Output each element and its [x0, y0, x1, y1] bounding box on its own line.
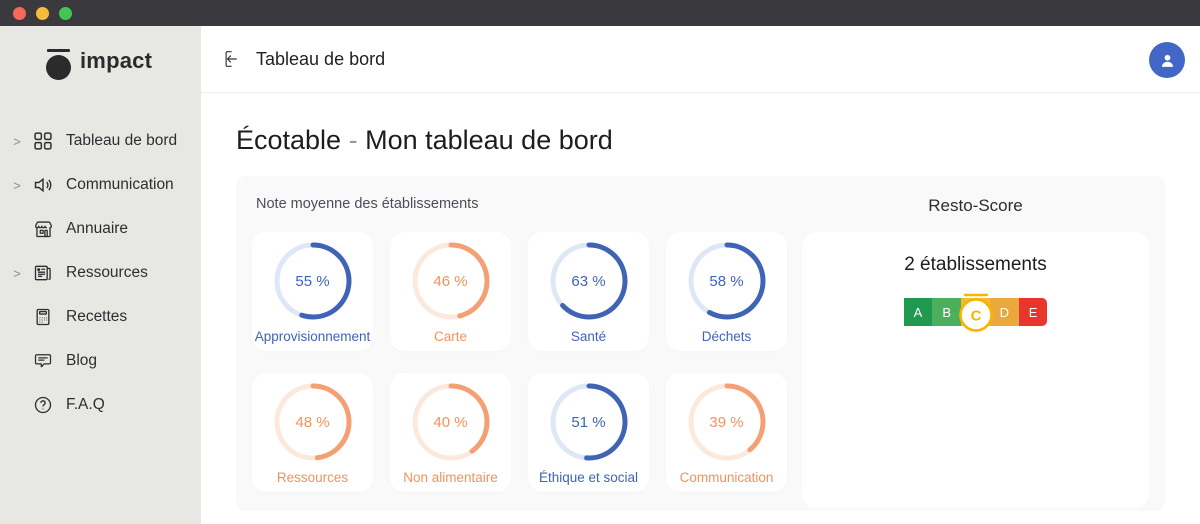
svg-text:C: C	[970, 308, 981, 325]
